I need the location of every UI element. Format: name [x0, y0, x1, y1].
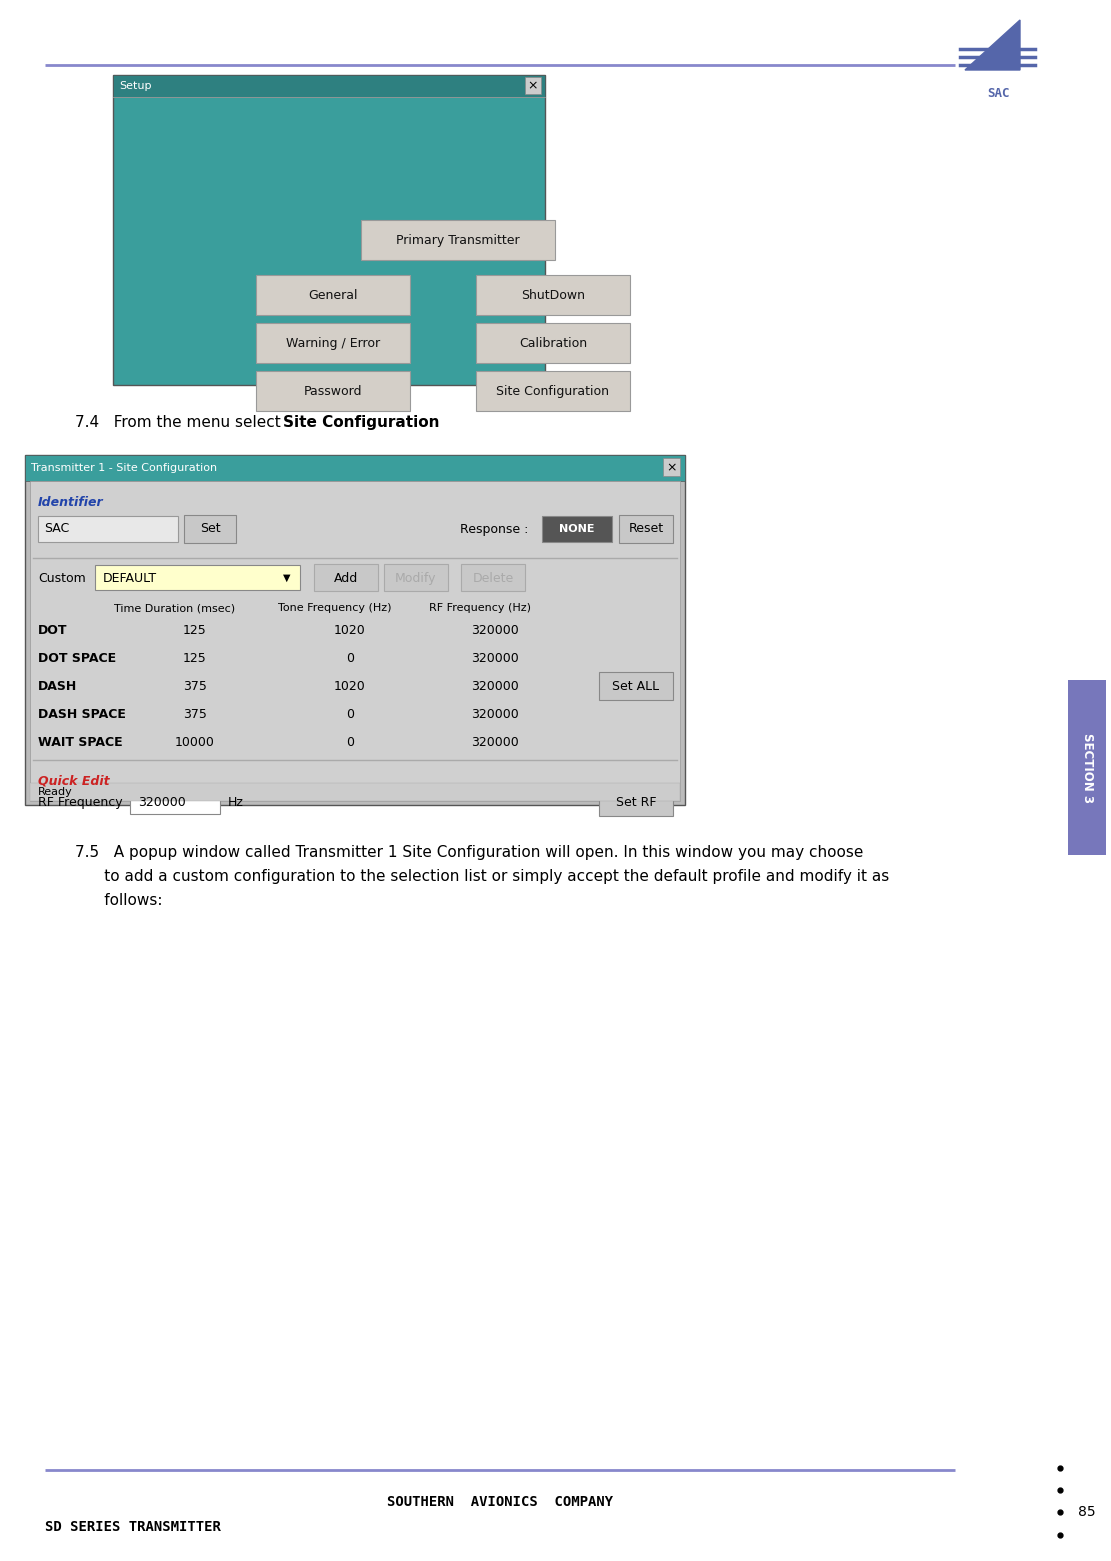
Text: Delete: Delete: [472, 571, 513, 584]
Bar: [113, 75, 546, 386]
Text: Warning / Error: Warning / Error: [286, 337, 380, 350]
Text: 375: 375: [183, 707, 207, 721]
Text: 1020: 1020: [334, 679, 366, 693]
Text: 0: 0: [346, 707, 354, 721]
Bar: [26, 454, 685, 805]
Bar: [30, 481, 680, 801]
Text: Set: Set: [200, 523, 220, 535]
Text: Primary Transmitter: Primary Transmitter: [397, 234, 520, 247]
Text: 125: 125: [183, 623, 207, 637]
FancyBboxPatch shape: [1068, 681, 1105, 855]
FancyBboxPatch shape: [256, 275, 410, 315]
Text: 125: 125: [183, 651, 207, 665]
Text: Site Configuration: Site Configuration: [283, 415, 440, 429]
FancyBboxPatch shape: [384, 564, 448, 592]
FancyBboxPatch shape: [599, 788, 673, 816]
Text: Add: Add: [334, 571, 358, 584]
Text: SECTION 3: SECTION 3: [1081, 732, 1093, 802]
Text: Response :: Response :: [460, 523, 529, 535]
Text: NONE: NONE: [559, 524, 594, 534]
Text: 1020: 1020: [334, 623, 366, 637]
Text: 7.5   A popup window called Transmitter 1 Site Configuration will open. In this : 7.5 A popup window called Transmitter 1 …: [76, 845, 863, 860]
Text: 320000: 320000: [471, 735, 519, 749]
Text: 320000: 320000: [471, 707, 519, 721]
Text: to add a custom configuration to the selection list or simply accept the default: to add a custom configuration to the sel…: [76, 869, 889, 884]
Text: SAC: SAC: [44, 523, 69, 535]
FancyBboxPatch shape: [476, 275, 630, 315]
FancyBboxPatch shape: [256, 372, 410, 411]
Text: 0: 0: [346, 735, 354, 749]
Text: Quick Edit: Quick Edit: [38, 774, 110, 787]
Polygon shape: [965, 20, 1020, 70]
Bar: [526, 76, 541, 94]
Text: Site Configuration: Site Configuration: [497, 384, 610, 398]
Text: ×: ×: [667, 462, 678, 475]
Text: SD SERIES TRANSMITTER: SD SERIES TRANSMITTER: [46, 1520, 221, 1534]
Bar: [113, 75, 546, 97]
Text: 10000: 10000: [176, 735, 214, 749]
Text: ShutDown: ShutDown: [521, 289, 585, 301]
Text: Tone Frequency (Hz): Tone Frequency (Hz): [278, 603, 392, 613]
Text: Identifier: Identifier: [38, 496, 103, 509]
Text: Set RF: Set RF: [615, 796, 657, 809]
Text: SOUTHERN  AVIONICS  COMPANY: SOUTHERN AVIONICS COMPANY: [387, 1495, 613, 1509]
Text: Hz: Hz: [228, 796, 244, 809]
Text: DEFAULT: DEFAULT: [103, 571, 157, 584]
Bar: [130, 788, 220, 813]
Text: 320000: 320000: [471, 679, 519, 693]
Text: follows:: follows:: [76, 893, 162, 909]
Text: Reset: Reset: [629, 523, 663, 535]
Text: 7.4   From the menu select: 7.4 From the menu select: [76, 415, 286, 429]
Text: SAC: SAC: [987, 87, 1009, 100]
Text: WAIT SPACE: WAIT SPACE: [38, 735, 122, 749]
Text: 375: 375: [183, 679, 207, 693]
Text: DASH: DASH: [38, 679, 78, 693]
Text: RF Frequency (Hz): RF Frequency (Hz): [429, 603, 531, 613]
Text: 320000: 320000: [138, 796, 186, 809]
FancyBboxPatch shape: [184, 515, 236, 543]
Text: 85: 85: [1078, 1505, 1095, 1519]
Text: DASH SPACE: DASH SPACE: [38, 707, 126, 721]
Bar: [30, 784, 680, 801]
FancyBboxPatch shape: [599, 671, 673, 699]
Text: 0: 0: [346, 651, 354, 665]
Text: Transmitter 1 - Site Configuration: Transmitter 1 - Site Configuration: [31, 464, 217, 473]
FancyBboxPatch shape: [256, 323, 410, 364]
Text: Setup: Setup: [119, 81, 151, 91]
Text: Calibration: Calibration: [519, 337, 587, 350]
Text: ×: ×: [528, 80, 538, 92]
Text: DOT: DOT: [38, 623, 68, 637]
Text: 320000: 320000: [471, 651, 519, 665]
Text: Custom: Custom: [38, 571, 86, 584]
Text: Ready: Ready: [38, 787, 72, 798]
Text: Set ALL: Set ALL: [612, 679, 660, 693]
FancyBboxPatch shape: [619, 515, 673, 543]
FancyBboxPatch shape: [476, 372, 630, 411]
Bar: [542, 517, 612, 542]
Text: Modify: Modify: [396, 571, 437, 584]
Text: DOT SPACE: DOT SPACE: [38, 651, 117, 665]
Bar: [96, 565, 300, 590]
FancyBboxPatch shape: [361, 220, 556, 261]
FancyBboxPatch shape: [314, 564, 378, 592]
Text: ▼: ▼: [283, 573, 291, 582]
FancyBboxPatch shape: [476, 323, 630, 364]
Text: Password: Password: [303, 384, 362, 398]
Text: 320000: 320000: [471, 623, 519, 637]
Bar: [26, 454, 685, 481]
Bar: [38, 517, 178, 542]
Bar: [663, 457, 680, 476]
FancyBboxPatch shape: [461, 564, 526, 592]
Text: RF Frequency: RF Frequency: [38, 796, 122, 809]
Text: Time Duration (msec): Time Duration (msec): [114, 603, 236, 613]
Text: General: General: [308, 289, 358, 301]
